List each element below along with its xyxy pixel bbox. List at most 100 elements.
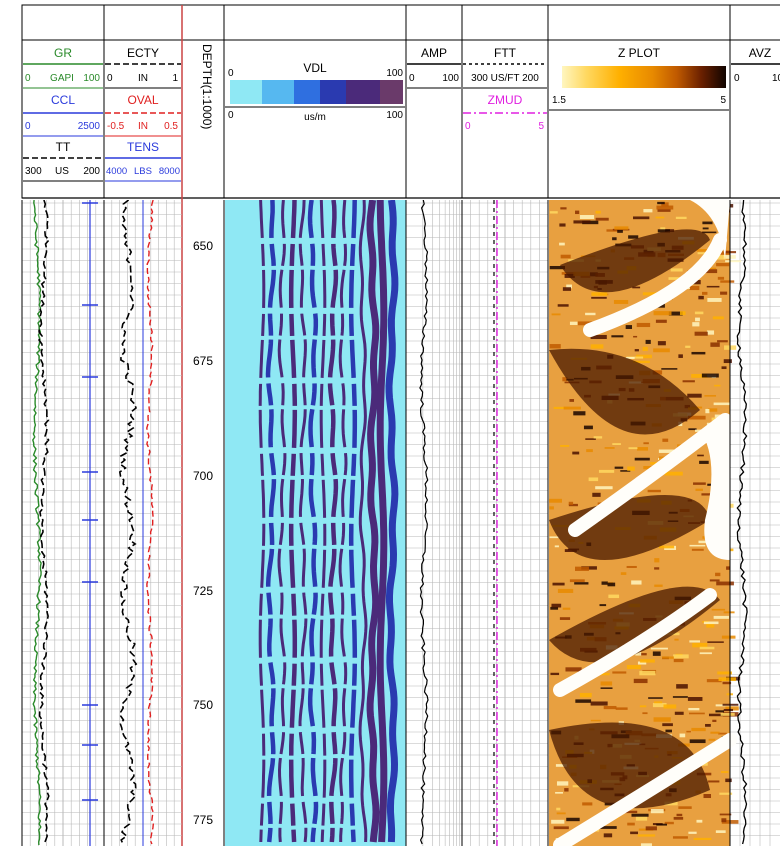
zplot-texture: [673, 816, 684, 820]
gr-curve: [32, 200, 42, 846]
zplot-texture: [595, 486, 613, 490]
zplot-texture: [613, 299, 629, 304]
zplot-texture: [672, 696, 688, 698]
vdl-band: [327, 200, 339, 843]
zplot-texture: [559, 242, 565, 246]
zplot-texture: [568, 501, 574, 506]
zplot-texture: [701, 373, 719, 378]
zplot-texture: [595, 217, 609, 221]
zplot-texture: [642, 292, 660, 296]
ecty-curve-name: ECTY: [127, 46, 159, 60]
vdl-curve-name: VDL: [303, 61, 327, 75]
zplot-texture: [633, 335, 638, 338]
zplot-fracture: [700, 420, 730, 560]
depth-label: 750: [193, 698, 213, 712]
zplot-texture: [719, 813, 732, 816]
zplot-texture: [698, 295, 704, 300]
zplot-texture: [617, 229, 623, 233]
zplot-texture: [568, 503, 578, 507]
zplot-texture: [662, 656, 674, 659]
zplot-texture: [562, 607, 571, 610]
zplot-texture: [639, 705, 647, 708]
zplot-texture: [665, 729, 672, 733]
zplot-texture: [706, 679, 722, 683]
zplot-texture: [705, 723, 711, 727]
zplot-texture: [586, 449, 593, 453]
zplot-texture: [688, 428, 697, 431]
zplot-texture: [606, 229, 619, 232]
zplot-texture: [703, 794, 712, 799]
vdl-band: [348, 200, 358, 843]
zplot-texture: [709, 579, 720, 582]
zplot-texture: [552, 582, 565, 586]
zplot-texture: [600, 687, 613, 689]
zplot-texture: [579, 215, 595, 220]
depth-axis: 650 675 700 725 750 775: [193, 239, 213, 827]
zplot-texture: [600, 681, 613, 686]
zplot-texture: [691, 548, 704, 551]
vdl-scale2-right: 100: [386, 110, 403, 121]
tt-unit: US: [55, 166, 69, 177]
zplot-texture: [721, 771, 729, 773]
zplot-texture: [565, 667, 582, 672]
zplot-texture: [672, 836, 688, 839]
zplot-texture: [599, 604, 607, 607]
zplot-texture: [575, 566, 589, 571]
zplot-texture: [660, 227, 666, 231]
zplot-texture: [631, 580, 642, 585]
zplot-track: [549, 200, 742, 846]
zplot-texture: [713, 250, 731, 255]
ftt-scale: 300 US/FT 200: [471, 73, 539, 84]
zplot-fracture: [553, 733, 737, 846]
zplot-texture: [692, 642, 708, 648]
zplot-texture: [686, 730, 691, 733]
zplot-texture: [559, 617, 571, 620]
zplot-texture: [634, 349, 639, 352]
zplot-texture: [600, 826, 617, 829]
zplot-texture: [585, 312, 596, 316]
zplot-texture: [550, 672, 560, 676]
zplot-texture: [701, 493, 715, 496]
zplot-texture: [720, 712, 735, 716]
avz-curve-name: AVZ: [749, 46, 771, 60]
tt-scale-left: 300: [25, 166, 42, 177]
zplot-texture: [687, 415, 706, 420]
zplot-texture: [662, 438, 669, 442]
vdl-unit: us/m: [304, 112, 326, 123]
zplot-texture: [608, 594, 620, 599]
zplot-texture: [653, 717, 671, 722]
zplot-texture: [622, 810, 638, 814]
amp-curve-name: AMP: [421, 46, 447, 60]
zplot-texture: [668, 277, 687, 280]
zplot-texture: [654, 701, 663, 704]
zplot-texture: [634, 457, 650, 461]
track1-header: GR 0 GAPI 100 CCL 0 2500 TT 300 US 200: [23, 46, 103, 182]
zplot-texture: [637, 661, 647, 665]
zplot-texture: [703, 621, 719, 625]
zplot-texture: [700, 269, 718, 274]
oval-curve-name: OVAL: [127, 93, 158, 107]
zplot-texture: [656, 823, 668, 826]
zplot-texture: [645, 339, 651, 344]
zplot-texture: [572, 451, 580, 455]
zplot-texture: [706, 623, 715, 628]
zplot-texture: [549, 498, 562, 503]
zplot-texture: [679, 733, 686, 738]
ecty-unit: IN: [138, 73, 148, 84]
zplot-texture: [640, 659, 655, 663]
zplot-dark-band: [549, 722, 710, 809]
zplot-texture: [689, 285, 700, 291]
zplot-texture: [654, 584, 663, 587]
zplot-texture: [678, 806, 692, 809]
zplot-texture: [566, 817, 580, 822]
zplot-texture: [717, 671, 732, 675]
zplot-texture: [702, 227, 709, 230]
zplot-texture: [696, 819, 703, 823]
zplot-texture: [549, 344, 561, 349]
zplot-texture: [562, 287, 571, 291]
zmud-scale-right: 5: [538, 121, 544, 132]
zplot-texture: [650, 809, 664, 814]
avz-scale-right: 10: [772, 73, 780, 84]
zplot-texture: [573, 220, 591, 224]
zplot-dark-band: [549, 495, 710, 560]
